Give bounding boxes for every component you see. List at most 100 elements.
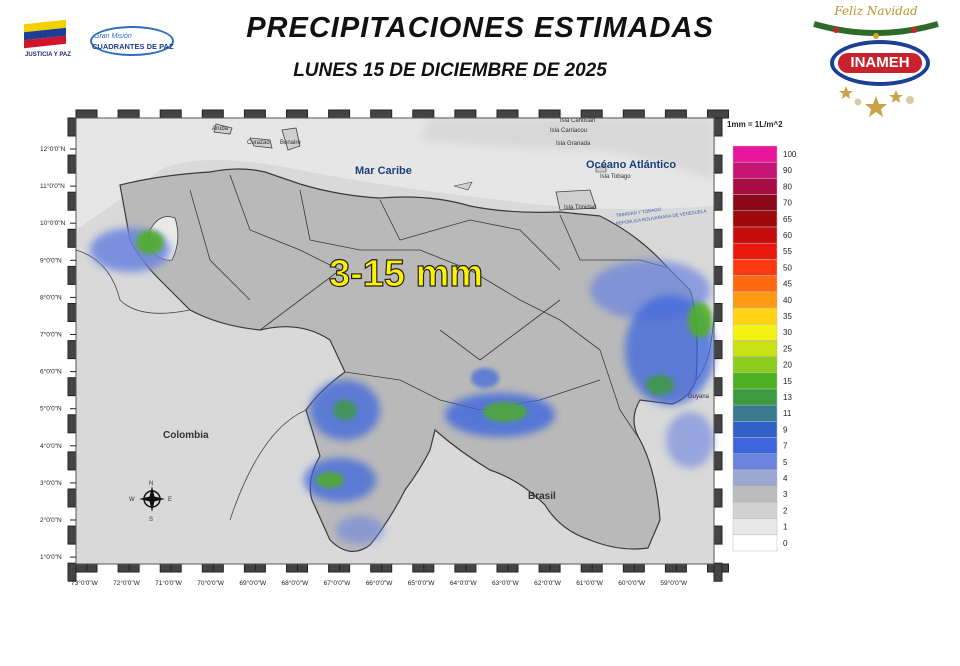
latitude-tick-label: 5°0'0"N bbox=[40, 405, 62, 413]
frame-segment bbox=[713, 340, 723, 360]
label-colombia: Colombia bbox=[163, 430, 209, 441]
legend-swatch bbox=[732, 178, 778, 195]
frame-segment bbox=[713, 525, 723, 545]
legend-swatch bbox=[732, 485, 778, 503]
longitude-tick-label: 60°0'0"W bbox=[618, 579, 646, 587]
longitude-tick-label: 63°0'0"W bbox=[492, 579, 520, 587]
label-isla-tobago: Isla Tobago bbox=[600, 174, 631, 180]
frame-segment bbox=[713, 117, 723, 137]
label-aruba: Aruba bbox=[212, 126, 229, 132]
legend-swatch bbox=[732, 194, 778, 212]
frame-segment bbox=[201, 109, 224, 119]
legend-swatch bbox=[732, 161, 778, 179]
legend-label: 60 bbox=[783, 231, 792, 240]
logo-cuadrantes-de-paz: Gran Misión CUADRANTES DE PAZ bbox=[80, 20, 176, 62]
latitude-tick-label: 10°0'0"N bbox=[40, 219, 66, 227]
longitude-tick-label: 59°0'0"W bbox=[660, 579, 688, 587]
legend-swatch bbox=[732, 210, 778, 228]
latitude-tick-label: 7°0'0"N bbox=[40, 331, 62, 339]
legend-label: 40 bbox=[783, 296, 792, 305]
legend-swatch bbox=[732, 502, 778, 519]
frame-segment bbox=[328, 109, 351, 119]
legend-label: 15 bbox=[783, 377, 792, 386]
logo-cuadrantes-line1: Gran Misión bbox=[94, 33, 132, 40]
page-date: LUNES 15 DE DICIEMBRE DE 2025 bbox=[293, 60, 607, 81]
logo-greeting: Feliz Navidad bbox=[834, 4, 918, 18]
legend-swatch bbox=[732, 388, 778, 406]
frame-segment bbox=[622, 109, 645, 119]
legend-swatch bbox=[732, 340, 778, 357]
headline-range: 3-15 mm bbox=[329, 253, 483, 295]
longitude-tick-label: 72°0'0"W bbox=[113, 579, 141, 587]
legend-swatch bbox=[732, 291, 778, 309]
frame-segment bbox=[713, 562, 723, 582]
legend-swatch bbox=[732, 404, 778, 422]
longitude-tick-label: 65°0'0"W bbox=[408, 579, 436, 587]
logo-justicia-paz: JUSTICIA Y PAZ bbox=[18, 19, 74, 66]
label-brasil: Brasil bbox=[528, 491, 556, 502]
precipitation-areas bbox=[90, 228, 715, 544]
legend-label: 0 bbox=[783, 539, 788, 548]
latitude-labels: 12°0'0"N 11°0'0"N 10°0'0"N 9°0'0"N 8°0'0"N 7°… bbox=[40, 145, 76, 561]
legend-swatch bbox=[732, 275, 778, 293]
christmas-garland-icon bbox=[813, 21, 939, 117]
legend-swatch bbox=[732, 307, 778, 325]
longitude-labels: 73°0'0"W 72°0'0"W 71°0'0"W 70°0'0"W 69°0'0"W… bbox=[71, 564, 688, 587]
label-curacao: Curazao bbox=[247, 140, 270, 146]
compass-w: W bbox=[129, 497, 135, 503]
legend-label: 9 bbox=[783, 425, 788, 434]
logo-inameh: Feliz Navidad INAMEH bbox=[806, 2, 944, 124]
label-isla-canouan: Isla Canouan bbox=[560, 118, 595, 124]
longitude-tick-label: 73°0'0"W bbox=[71, 579, 99, 587]
longitude-tick-label: 61°0'0"W bbox=[576, 579, 604, 587]
frame-segment bbox=[67, 525, 77, 545]
frame-segment bbox=[117, 109, 140, 119]
label-boundary-tt: TRINIDAD Y TOBAGO bbox=[615, 207, 661, 218]
legend-swatch bbox=[732, 518, 778, 536]
legend-swatch bbox=[732, 453, 778, 471]
legend-label: 3 bbox=[783, 490, 788, 499]
latitude-tick-label: 3°0'0"N bbox=[40, 479, 62, 487]
legend-label: 20 bbox=[783, 361, 792, 370]
legend-swatch bbox=[732, 356, 778, 374]
longitude-tick-label: 64°0'0"W bbox=[450, 579, 478, 587]
legend-label: 100 bbox=[783, 150, 797, 159]
trinidad-island bbox=[555, 189, 597, 211]
legend-label: 13 bbox=[783, 393, 792, 402]
frame-segment bbox=[370, 109, 393, 119]
longitude-tick-label: 67°0'0"W bbox=[324, 579, 352, 587]
logo-justicia-paz-caption: JUSTICIA Y PAZ bbox=[25, 52, 71, 58]
latitude-tick-label: 11°0'0"N bbox=[40, 182, 65, 190]
legend-swatch bbox=[732, 469, 778, 487]
frame-segment bbox=[713, 451, 723, 471]
frame-segment bbox=[67, 265, 77, 285]
legend-swatch bbox=[732, 242, 778, 260]
frame-segment bbox=[713, 303, 723, 322]
legend-label: 25 bbox=[783, 344, 792, 353]
frame-segment bbox=[67, 228, 77, 248]
compass-s: S bbox=[149, 517, 153, 523]
frame-segment bbox=[67, 154, 77, 174]
legend-label: 11 bbox=[783, 409, 792, 418]
compass-rose-icon: N S E W bbox=[129, 481, 172, 523]
legend: 1009080706560555045403530252015131197543… bbox=[732, 145, 797, 552]
frame-segment bbox=[707, 109, 729, 119]
legend-label: 30 bbox=[783, 328, 792, 337]
frame-segment bbox=[286, 109, 308, 119]
longitude-tick-label: 71°0'0"W bbox=[155, 579, 183, 587]
frame-segment bbox=[159, 109, 182, 119]
latitude-tick-label: 12°0'0"N bbox=[40, 145, 66, 153]
legend-label: 65 bbox=[783, 215, 792, 224]
label-mar-caribe: Mar Caribe bbox=[355, 165, 412, 177]
margarita-island bbox=[453, 181, 473, 191]
page-title: PRECIPITACIONES ESTIMADAS bbox=[246, 12, 714, 44]
frame-segment bbox=[713, 265, 723, 285]
atlantic-cloud-shade bbox=[420, 118, 714, 180]
frame-segment bbox=[713, 414, 723, 434]
legend-swatch bbox=[732, 323, 778, 341]
longitude-tick-label: 68°0'0"W bbox=[282, 579, 310, 587]
legend-swatch bbox=[732, 226, 778, 244]
legend-label: 1 bbox=[783, 523, 788, 532]
legend-label: 2 bbox=[783, 506, 788, 515]
frame-segment bbox=[713, 191, 723, 211]
